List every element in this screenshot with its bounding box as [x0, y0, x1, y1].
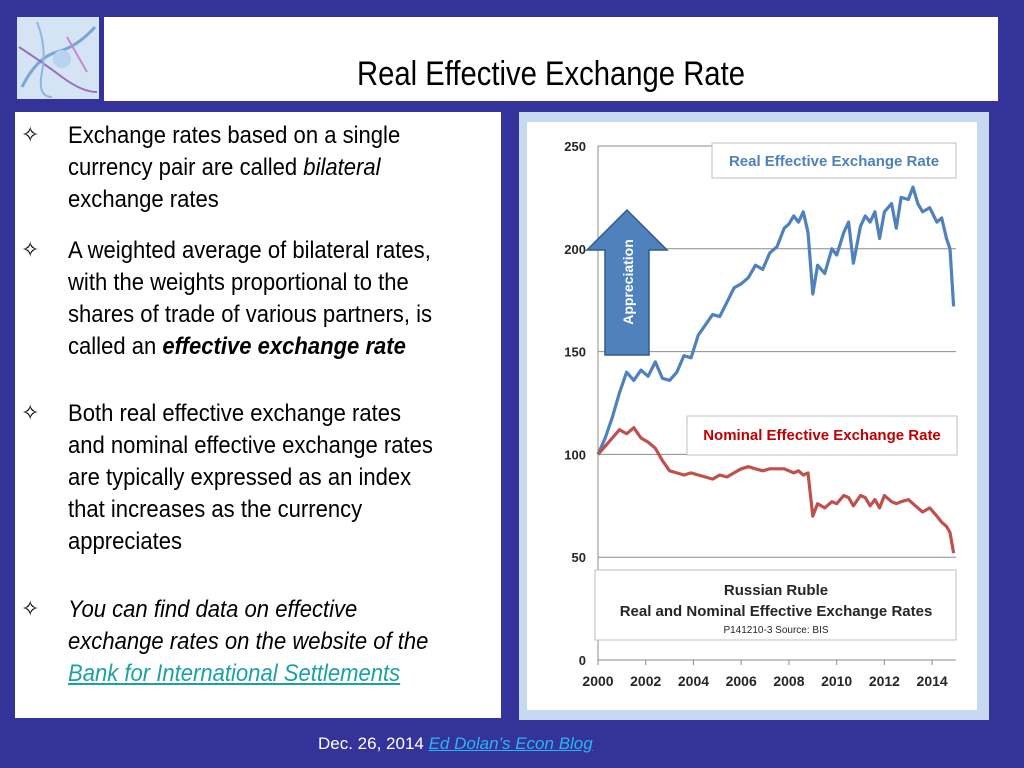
chart-title: Russian Ruble: [724, 582, 828, 599]
real-series-label: Real Effective Exchange Rate: [729, 153, 939, 170]
chart-title-box: Russian Ruble Real and Nominal Effective…: [594, 569, 957, 641]
chart-subtitle: Real and Nominal Effective Exchange Rate…: [620, 603, 933, 620]
appreciation-arrow-icon: Appreciation: [585, 208, 669, 356]
y-tick-label: 250: [564, 139, 586, 154]
x-tick-label: 2010: [821, 673, 852, 689]
footer-date: Dec. 26, 2014: [318, 734, 424, 753]
x-tick-label: 2002: [630, 673, 661, 689]
x-tick-label: 2014: [917, 673, 948, 689]
y-tick-label: 100: [564, 447, 586, 462]
star-bullet-icon: ✧: [21, 123, 40, 148]
x-tick-label: 2000: [582, 673, 613, 689]
star-bullet-icon: ✧: [21, 238, 40, 263]
real-series-line: [596, 185, 956, 456]
logo-image: [17, 17, 99, 99]
star-bullet-icon: ✧: [21, 401, 40, 426]
title-box: Real Effective Exchange Rate: [104, 17, 998, 101]
x-tick-label: 2012: [869, 673, 900, 689]
nominal-series-label: Nominal Effective Exchange Rate: [703, 427, 941, 444]
text-panel: ✧ Exchange rates based on a single curre…: [15, 112, 501, 718]
footer: Dec. 26, 2014 Ed Dolan’s Econ Blog: [318, 734, 593, 754]
page-title: Real Effective Exchange Rate: [357, 55, 745, 93]
nominal-legend-box: Nominal Effective Exchange Rate: [686, 415, 958, 456]
x-tick-label: 2006: [726, 673, 757, 689]
x-tick-label: 2008: [773, 673, 804, 689]
x-tick-label: 2004: [678, 673, 709, 689]
nominal-series-line: [596, 426, 956, 554]
real-legend-box: Real Effective Exchange Rate: [711, 142, 957, 179]
appreciation-label: Appreciation: [620, 239, 636, 325]
chart-source-note: P141210-3 Source: BIS: [723, 625, 828, 636]
y-tick-label: 50: [572, 550, 586, 565]
chart-svg: 0 50 100 150 200 250 2000 2002 2004 2006 2008 2010…: [564, 139, 958, 689]
y-tick-label: 150: [564, 345, 586, 360]
y-tick-label: 0: [579, 653, 586, 668]
chart-area: 0 50 100 150 200 250 2000 2002 2004 2006 2008 2010…: [527, 122, 977, 710]
y-tick-label: 200: [564, 242, 586, 257]
star-bullet-icon: ✧: [21, 597, 40, 622]
footer-blog-link[interactable]: Ed Dolan’s Econ Blog: [428, 734, 593, 753]
bis-link[interactable]: Bank for International Settlements: [68, 660, 401, 687]
chart-panel: 0 50 100 150 200 250 2000 2002 2004 2006 2008 2010…: [519, 112, 989, 720]
